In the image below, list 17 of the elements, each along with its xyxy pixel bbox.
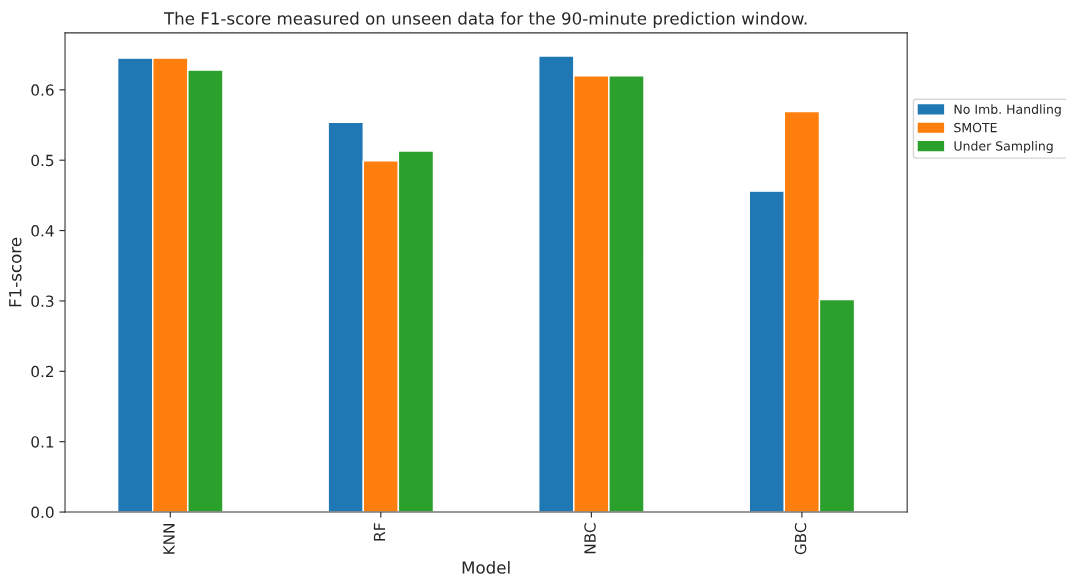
legend-label: SMOTE [954,122,997,133]
y-tick-label: 0.0 [31,506,54,519]
y-axis-title: F1-score [9,237,22,307]
y-tick-label: 0.1 [31,436,54,448]
legend-label: Under Sampling [954,140,1053,154]
x-tick-label: NBC [584,523,596,554]
x-tick-label: GBC [794,523,807,555]
legend-label: No Imb. Handling [954,104,1061,117]
y-tick-label: 0.3 [31,295,54,307]
y-tick-label: 0.6 [31,84,54,96]
y-tick-label: 0.4 [31,225,54,237]
x-tick-label: RF [373,523,386,541]
y-tick-label: 0.5 [31,154,54,167]
x-axis-title: Model [462,560,510,574]
y-tick-label: 0.2 [31,365,54,378]
x-tick-label: KNN [163,523,175,554]
chart-title: The F1-score measured on unseen data for the 90-minute prediction window. [163,11,807,28]
